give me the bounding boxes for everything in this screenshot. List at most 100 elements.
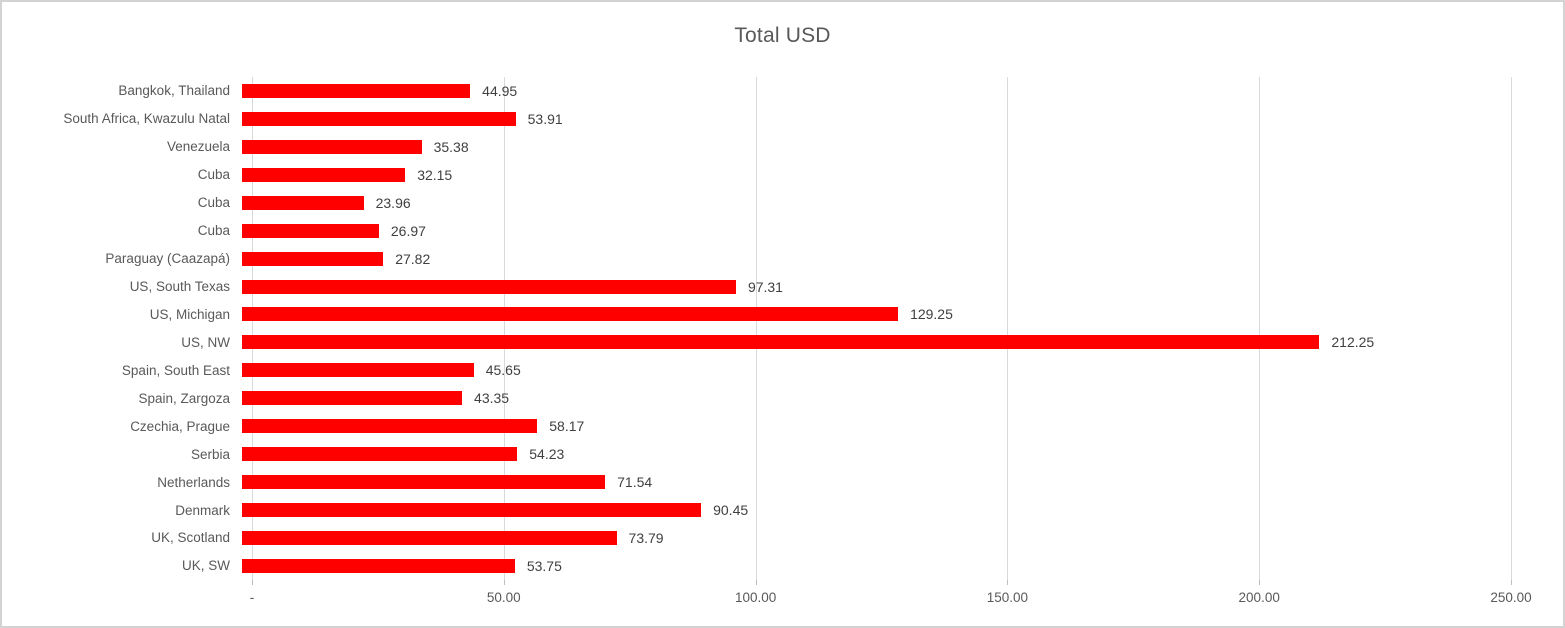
- bar-track: 26.97: [242, 217, 1511, 245]
- bar[interactable]: [242, 83, 471, 98]
- category-label: South Africa, Kwazulu Natal: [63, 111, 230, 127]
- axis-tickmark: [1259, 580, 1261, 585]
- category-label: US, NW: [181, 334, 230, 350]
- axis-tickmark: [755, 580, 757, 585]
- axis-tickmark: [1007, 580, 1009, 585]
- category-label: Cuba: [197, 195, 230, 211]
- bar[interactable]: [242, 558, 515, 573]
- data-label: 53.91: [527, 110, 563, 127]
- category-label: UK, SW: [181, 558, 230, 574]
- bar-track: 43.35: [242, 384, 1511, 412]
- category-label: Paraguay (Caazapá): [105, 251, 230, 267]
- bar-row: Spain, South East 45.65: [2, 356, 1511, 384]
- bar-row: Paraguay (Caazapá) 27.82: [2, 245, 1511, 273]
- bar[interactable]: [242, 503, 702, 518]
- x-tick-label: 50.00: [486, 590, 521, 605]
- bar[interactable]: [242, 391, 463, 406]
- bar[interactable]: [242, 111, 516, 126]
- data-label: 43.35: [474, 390, 510, 407]
- bar-track: 32.15: [242, 161, 1511, 189]
- x-tick-label: -: [249, 590, 255, 605]
- bar-row: US, NW 212.25: [2, 328, 1511, 356]
- bar-track: 58.17: [242, 412, 1511, 440]
- bar[interactable]: [242, 195, 364, 210]
- bar-row: Spain, Zargoza 43.35: [2, 384, 1511, 412]
- data-label: 97.31: [747, 278, 783, 295]
- category-label: US, Michigan: [149, 306, 230, 322]
- bar[interactable]: [242, 251, 384, 266]
- bar-track: 44.95: [242, 77, 1511, 105]
- plot-area: [252, 77, 1512, 585]
- category-label: UK, Scotland: [151, 530, 230, 546]
- category-label: Cuba: [197, 167, 230, 183]
- bar-row: US, Michigan 129.25: [2, 301, 1511, 329]
- data-label: 27.82: [395, 250, 431, 267]
- bar-row: Czechia, Prague 58.17: [2, 412, 1511, 440]
- chart-title[interactable]: Total USD: [734, 24, 831, 47]
- data-label: 73.79: [628, 529, 664, 546]
- bar-track: 45.65: [242, 356, 1511, 384]
- bar[interactable]: [242, 223, 379, 238]
- bar-row: Venezuela 35.38: [2, 133, 1511, 161]
- bar[interactable]: [242, 167, 406, 182]
- category-label: Spain, Zargoza: [138, 390, 230, 406]
- bar-row: Netherlands 71.54: [2, 468, 1511, 496]
- bar-track: 27.82: [242, 245, 1511, 273]
- gridline-250: [1511, 77, 1512, 580]
- gridline-50: [503, 77, 505, 580]
- bar[interactable]: [242, 447, 518, 462]
- axis-tickmark: [503, 580, 505, 585]
- bar-row: UK, SW 53.75: [2, 552, 1511, 580]
- bar-track: 23.96: [242, 189, 1511, 217]
- x-tick-label: 200.00: [1238, 590, 1280, 605]
- bar-track: 97.31: [242, 273, 1511, 301]
- category-label: Netherlands: [157, 474, 230, 490]
- category-axis-line: [252, 77, 253, 580]
- data-label: 90.45: [713, 502, 749, 519]
- bar-track: 54.23: [242, 440, 1511, 468]
- bar-row: Denmark 90.45: [2, 496, 1511, 524]
- x-axis: - 50.00 100.00 150.00 200.00 250.00: [2, 590, 1565, 610]
- bar[interactable]: [242, 475, 606, 490]
- data-label: 44.95: [482, 82, 518, 99]
- bar[interactable]: [242, 335, 1320, 350]
- bar[interactable]: [242, 363, 474, 378]
- gridline-150: [1007, 77, 1009, 580]
- bar-track: 35.38: [242, 133, 1511, 161]
- bar-track: 53.91: [242, 105, 1511, 133]
- bar[interactable]: [242, 530, 617, 545]
- axis-tickmark: [252, 580, 253, 585]
- bar-row: UK, Scotland 73.79: [2, 524, 1511, 552]
- bar-track: 129.25: [242, 301, 1511, 329]
- bar[interactable]: [242, 279, 736, 294]
- data-label: 71.54: [617, 474, 653, 491]
- bar[interactable]: [242, 419, 538, 434]
- bar-row: Cuba 26.97: [2, 217, 1511, 245]
- category-label: Czechia, Prague: [130, 418, 230, 434]
- data-label: 54.23: [529, 446, 565, 463]
- bar-rows: Bangkok, Thailand 44.95 South Africa, Kwaz…: [2, 77, 1511, 580]
- bar[interactable]: [242, 307, 899, 322]
- category-label: Spain, South East: [121, 362, 230, 378]
- bar[interactable]: [242, 139, 422, 154]
- bar-track: 90.45: [242, 496, 1511, 524]
- bar-track: 53.75: [242, 552, 1511, 580]
- data-label: 212.25: [1331, 334, 1375, 351]
- category-label: Venezuela: [166, 139, 230, 155]
- x-tick-label: 100.00: [734, 590, 777, 605]
- x-tick-label: 150.00: [986, 590, 1029, 605]
- data-label: 53.75: [526, 557, 562, 574]
- category-label: Bangkok, Thailand: [118, 83, 230, 99]
- category-label: Cuba: [197, 223, 230, 239]
- bar-row: Serbia 54.23: [2, 440, 1511, 468]
- category-label: Denmark: [175, 502, 230, 518]
- data-label: 45.65: [485, 362, 521, 379]
- bar-track: 71.54: [242, 468, 1511, 496]
- data-label: 58.17: [549, 418, 585, 435]
- category-label: US, South Texas: [129, 279, 230, 295]
- bar-row: US, South Texas 97.31: [2, 273, 1511, 301]
- gridline-200: [1259, 77, 1261, 580]
- data-label: 26.97: [390, 222, 426, 239]
- bar-row: Bangkok, Thailand 44.95: [2, 77, 1511, 105]
